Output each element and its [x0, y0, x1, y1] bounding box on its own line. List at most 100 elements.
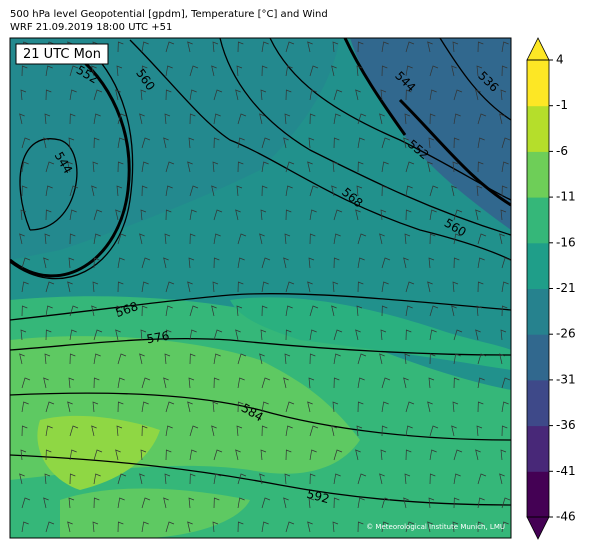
wind-barb	[499, 473, 505, 485]
wind-barb	[19, 353, 25, 365]
wind-barb	[213, 209, 223, 221]
wind-barb	[283, 257, 289, 269]
wind-barb	[284, 233, 291, 245]
wind-barb	[141, 497, 151, 509]
wind-barb	[259, 473, 265, 485]
wind-barb	[45, 209, 52, 221]
wind-barb	[501, 137, 511, 149]
wind-barb	[285, 449, 292, 461]
wind-barb	[308, 497, 315, 509]
colorbar-tick-label: -11	[556, 190, 576, 204]
wind-barb	[405, 449, 412, 461]
wind-barb	[404, 113, 411, 125]
wind-barb	[285, 281, 295, 293]
wind-barb	[69, 185, 79, 197]
wind-barb	[429, 65, 439, 77]
wind-barb	[309, 449, 317, 461]
wind-barb	[453, 233, 461, 245]
colorbar-tick-label: -6	[556, 144, 568, 158]
wind-barb	[141, 161, 149, 173]
wind-barb	[165, 401, 175, 413]
wind-barb	[117, 281, 124, 293]
wind-barb	[307, 281, 313, 293]
wind-barb	[163, 377, 169, 389]
wind-barb	[237, 473, 247, 485]
wind-barb	[116, 65, 123, 77]
wind-barb	[68, 137, 75, 149]
wind-barb	[429, 473, 436, 485]
wind-barb	[189, 89, 197, 101]
wind-barb	[115, 89, 121, 101]
wind-barb	[333, 473, 341, 485]
wind-barb	[332, 521, 339, 533]
wind-barb	[260, 449, 267, 461]
wind-barb	[261, 377, 271, 389]
wind-barb	[308, 377, 315, 389]
wind-barb	[477, 473, 487, 485]
wind-barb	[452, 161, 459, 173]
wind-barb	[141, 137, 151, 149]
wind-barb	[165, 209, 172, 221]
wind-barb	[93, 497, 100, 509]
wind-barb	[235, 89, 241, 101]
wind-barb	[477, 401, 484, 413]
wind-barb	[285, 65, 293, 77]
wind-barb	[381, 185, 388, 197]
wind-barb	[165, 449, 172, 461]
wind-barb	[45, 305, 53, 317]
colorbar-band	[527, 60, 549, 107]
wind-barb	[453, 113, 461, 125]
wind-barb	[21, 65, 28, 77]
wind-barb	[69, 233, 76, 245]
wind-barb	[189, 65, 199, 77]
wind-barb	[235, 329, 241, 341]
wind-barb	[427, 401, 433, 413]
wind-barb	[331, 185, 337, 197]
wind-barb	[213, 353, 221, 365]
wind-barb	[501, 65, 508, 77]
wind-barb	[187, 401, 193, 413]
wind-barb	[405, 329, 412, 341]
wind-barb	[309, 65, 319, 77]
wind-barb	[69, 425, 79, 437]
wind-barb	[165, 161, 175, 173]
colorbar-tick-label: -46	[556, 510, 576, 524]
wind-barb	[211, 185, 217, 197]
wind-barb	[93, 353, 101, 365]
wind-barb	[235, 209, 241, 221]
wind-barb	[357, 377, 365, 389]
wind-barb	[19, 113, 25, 125]
wind-barb	[333, 329, 343, 341]
wind-barb	[405, 281, 415, 293]
wind-barb	[45, 89, 52, 101]
wind-barb	[357, 41, 364, 53]
wind-barb	[259, 113, 265, 125]
wind-barb	[285, 41, 295, 53]
wind-barb	[165, 89, 172, 101]
wind-barb	[189, 185, 199, 197]
wind-barb	[188, 257, 195, 269]
wind-barb	[260, 89, 267, 101]
wind-barb	[91, 425, 97, 437]
wind-barb	[212, 521, 219, 533]
wind-barb	[381, 497, 391, 509]
wind-barb	[92, 161, 99, 173]
wind-barb	[380, 209, 387, 221]
wind-barb	[357, 113, 367, 125]
wind-barb	[45, 161, 55, 173]
wind-barb	[189, 209, 197, 221]
wind-barb	[453, 137, 460, 149]
wind-barb	[117, 137, 125, 149]
wind-barb	[67, 401, 73, 413]
wind-barb	[165, 185, 173, 197]
wind-barb	[44, 353, 51, 365]
map-field	[10, 38, 511, 538]
wind-barb	[283, 137, 289, 149]
wind-barb	[187, 521, 193, 533]
wind-barb	[499, 353, 505, 365]
wind-barb	[141, 65, 148, 77]
wind-barb	[453, 473, 461, 485]
wind-barb	[476, 425, 483, 437]
wind-barb	[140, 329, 147, 341]
wind-barb	[141, 377, 151, 389]
